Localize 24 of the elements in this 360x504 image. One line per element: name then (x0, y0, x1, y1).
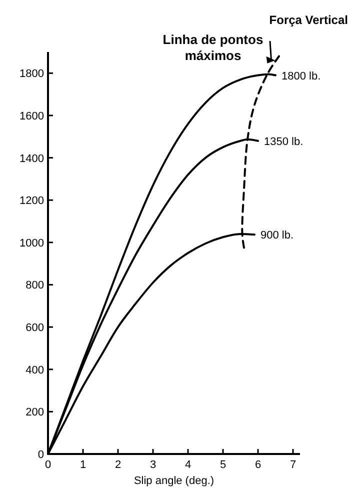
legend-label: 1800 lb. (282, 70, 321, 82)
x-tick-label: 7 (290, 459, 296, 471)
y-tick-label: 1200 (20, 195, 44, 208)
y-tick-label: 1400 (20, 152, 44, 165)
x-axis-title: Slip angle (deg.) (134, 475, 214, 487)
y-tick-label: 600 (26, 322, 44, 334)
x-tick-label: 2 (114, 459, 122, 471)
legend-title: Força Vertical (269, 13, 348, 27)
annotation: Linha de pontos máximos (162, 32, 264, 63)
x-tick-label: 0 (44, 459, 52, 471)
y-tick-label: 0 (38, 449, 44, 461)
series-label: 900 lb. (260, 230, 294, 242)
x-tick-label: 1 (80, 459, 86, 471)
y-tick-label: 200 (26, 406, 44, 419)
y-tick-label: 400 (26, 364, 44, 376)
y-tick-label: 1000 (20, 237, 44, 250)
y-tick-label: 1800 (20, 68, 44, 80)
series-label: 1350 lb. (264, 136, 304, 148)
x-tick-label: 6 (254, 459, 262, 471)
x-tick-label: 3 (150, 459, 156, 471)
x-tick-label: 4 (184, 459, 192, 471)
y-tick-label: 800 (26, 280, 44, 292)
x-tick-label: 5 (220, 459, 226, 471)
y-tick-label: 1600 (20, 110, 44, 122)
